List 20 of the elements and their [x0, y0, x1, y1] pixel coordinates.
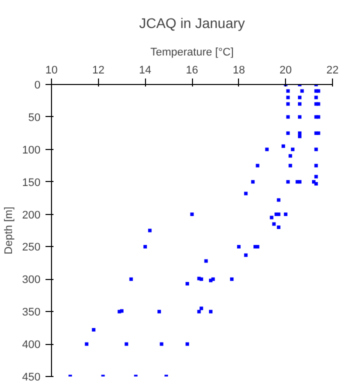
y-tick-label: 300 [22, 274, 41, 286]
x-axis-title: Temperature [°C] [150, 46, 234, 58]
y-tick-label: 0 [34, 80, 41, 92]
x-tick-label: 18 [232, 64, 245, 76]
x-tick-label: 14 [139, 64, 152, 76]
y-tick-label: 450 [22, 372, 41, 384]
y-axis-title: Depth [m] [3, 206, 16, 254]
x-tick-label: 10 [45, 64, 58, 76]
x-tick-label: 20 [280, 64, 292, 76]
chart-title: JCAQ in January [139, 15, 245, 31]
y-tick-label: 350 [22, 306, 41, 319]
y-tick-label: 150 [22, 176, 41, 189]
y-tick-label: 100 [22, 144, 41, 156]
x-tick-label: 22 [326, 64, 339, 76]
y-tick-label: 400 [22, 339, 41, 352]
y-tick-label: 200 [22, 209, 41, 222]
y-tick-label: 250 [22, 242, 41, 254]
x-tick-label: 12 [92, 64, 104, 76]
y-tick-label: 50 [28, 112, 41, 124]
x-tick-label: 16 [186, 64, 198, 76]
